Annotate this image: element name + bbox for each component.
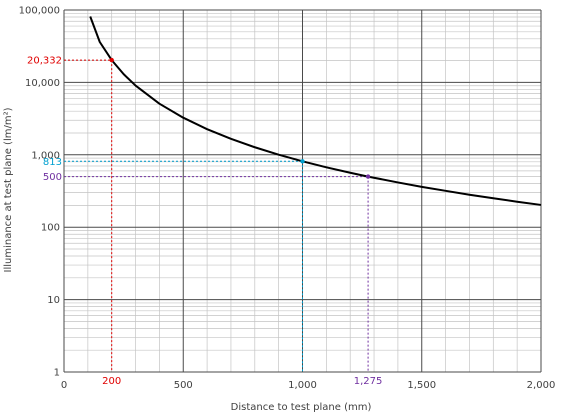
annotation-marker <box>109 57 114 63</box>
y-tick-label: 100 <box>41 223 60 234</box>
x-tick-label: 500 <box>174 380 193 391</box>
major-grid <box>63 9 542 373</box>
y-tick-label: 1 <box>54 368 60 379</box>
x-tick-label: 2,000 <box>527 380 556 391</box>
x-tick-label: 1,500 <box>407 380 436 391</box>
annotation-y-label: 20,332 <box>27 56 62 67</box>
y-tick-label: 10 <box>47 295 60 306</box>
annotation-x-label: 200 <box>102 376 121 387</box>
tick-labels: 0 500 1,000 1,500 2,000 1 10 100 1,000 10,000 100,… <box>19 6 556 392</box>
annotation-marker <box>365 174 371 179</box>
annotation-x-label: 1,275 <box>354 376 383 387</box>
series-lines <box>89 16 542 206</box>
annotation-guides <box>64 59 369 372</box>
series-line <box>89 16 542 206</box>
x-axis-title: Distance to test plane (mm) <box>231 402 372 413</box>
x-tick-label: 1,000 <box>288 380 317 391</box>
y-tick-label: 100,000 <box>19 6 60 17</box>
annotation-labels: 20,332 200 813 500 1,275 <box>27 56 382 387</box>
annotation-markers <box>109 57 371 179</box>
y-axis-title: Illuminance at test plane (lm/m²) <box>3 107 14 272</box>
annotation-y-label: 500 <box>43 172 62 183</box>
x-tick-label: 0 <box>61 380 67 391</box>
annotation-marker <box>300 159 305 164</box>
y-tick-label: 10,000 <box>25 78 60 89</box>
y-tick-label: 1,000 <box>31 150 60 161</box>
annotation-y-label: 813 <box>43 157 62 168</box>
